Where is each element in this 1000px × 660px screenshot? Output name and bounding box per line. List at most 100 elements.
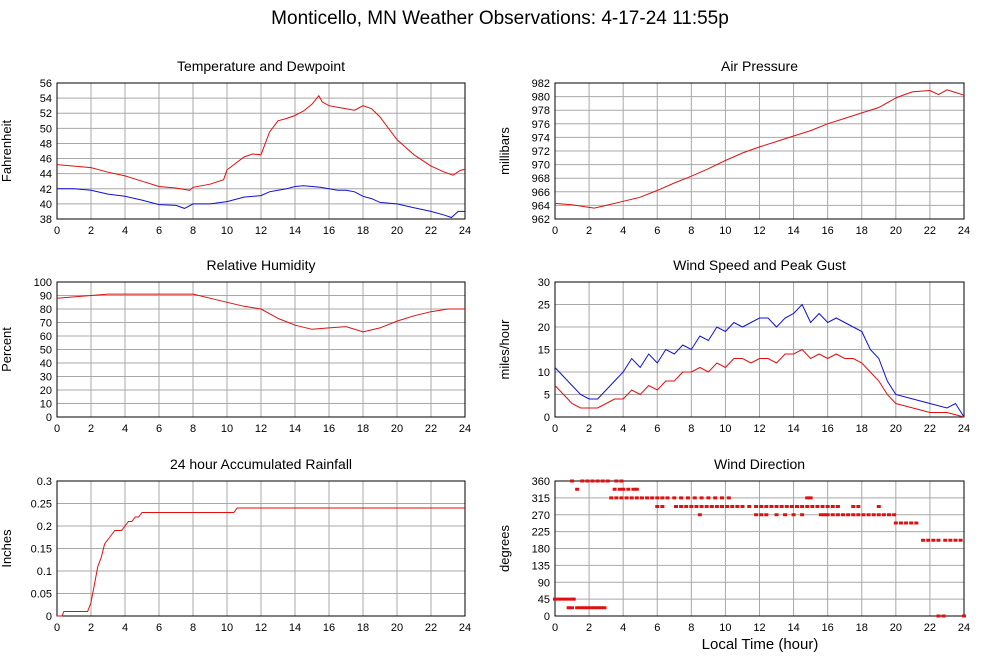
wind-direction-point bbox=[876, 513, 881, 517]
wind-direction-point bbox=[570, 479, 575, 483]
x-tick-label: 20 bbox=[890, 225, 902, 237]
y-tick-label: 48 bbox=[40, 138, 52, 150]
x-tick-label: 6 bbox=[156, 622, 162, 634]
x-tick-label: 18 bbox=[357, 225, 369, 237]
y-tick-label: 0.25 bbox=[31, 499, 52, 511]
y-tick-label: 20 bbox=[40, 385, 52, 397]
wind-direction-point bbox=[645, 496, 650, 500]
wind-direction-point bbox=[553, 597, 557, 601]
x-tick-label: 10 bbox=[221, 423, 233, 435]
y-tick-label: 46 bbox=[40, 154, 52, 166]
y-tick-label: 80 bbox=[40, 304, 52, 316]
y-tick-label: 966 bbox=[532, 187, 550, 199]
x-tick-label: 10 bbox=[719, 423, 731, 435]
y-tick-label: 978 bbox=[532, 105, 550, 117]
wind-direction-point bbox=[581, 606, 586, 610]
wind-direction-point bbox=[904, 521, 909, 525]
wind-direction-point bbox=[892, 513, 897, 517]
wind-direction-point bbox=[851, 505, 856, 508]
y-tick-label: 90 bbox=[538, 577, 550, 589]
x-tick-label: 2 bbox=[88, 423, 94, 435]
wind-direction-point bbox=[559, 597, 564, 601]
wind-direction-point bbox=[830, 505, 835, 508]
x-tick-label: 4 bbox=[620, 622, 626, 634]
wind-direction-point bbox=[784, 505, 789, 508]
wind-direction-point bbox=[634, 496, 639, 500]
y-tick-label: 100 bbox=[34, 277, 52, 289]
y-tick-label: 15 bbox=[538, 345, 550, 357]
y-tick-label: 40 bbox=[40, 358, 52, 370]
x-tick-label: 18 bbox=[856, 225, 868, 237]
y-tick-label: 360 bbox=[532, 476, 550, 488]
wind-direction-point bbox=[631, 487, 636, 491]
plot-frame bbox=[56, 281, 466, 418]
wind-direction-point bbox=[941, 614, 946, 618]
series-line-red bbox=[554, 348, 965, 418]
wind-direction-point bbox=[805, 496, 810, 500]
series-line-red bbox=[56, 293, 465, 333]
wind-direction-point bbox=[585, 479, 590, 483]
wind-direction-point bbox=[958, 538, 963, 542]
wind-direction-point bbox=[779, 505, 784, 508]
x-tick-label: 18 bbox=[856, 423, 868, 435]
x-tick-label: 2 bbox=[88, 225, 94, 237]
wind-direction-point bbox=[810, 505, 815, 508]
plot-frame bbox=[554, 281, 965, 418]
x-tick-label: 6 bbox=[654, 225, 660, 237]
y-tick-label: 964 bbox=[532, 200, 550, 212]
wind-direction-point bbox=[726, 496, 731, 500]
wind-direction-point bbox=[841, 513, 846, 517]
x-tick-label: 8 bbox=[688, 622, 694, 634]
x-tick-label: 16 bbox=[323, 423, 335, 435]
y-tick-label: 315 bbox=[532, 493, 550, 505]
x-tick-label: 16 bbox=[323, 622, 335, 634]
wind-direction-point bbox=[725, 505, 730, 508]
chart-title: Wind Speed and Peak Gust bbox=[673, 257, 846, 273]
y-tick-label: 44 bbox=[40, 169, 52, 181]
plot-frame bbox=[56, 480, 466, 617]
wind-direction-point bbox=[948, 538, 953, 542]
y-axis-label: millibars bbox=[497, 127, 512, 175]
y-tick-label: 45 bbox=[538, 594, 550, 606]
wind-direction-point bbox=[629, 496, 634, 500]
wind-direction-point bbox=[563, 597, 568, 601]
x-tick-label: 10 bbox=[221, 622, 233, 634]
y-axis-label: miles/hour bbox=[497, 319, 512, 380]
plot-frame bbox=[56, 82, 466, 220]
y-tick-label: 982 bbox=[532, 78, 550, 90]
wind-direction-point bbox=[609, 496, 614, 500]
x-tick-label: 22 bbox=[425, 622, 437, 634]
y-tick-label: 50 bbox=[40, 123, 52, 135]
x-tick-label: 10 bbox=[221, 225, 233, 237]
y-tick-label: 54 bbox=[40, 93, 52, 105]
wind-direction-point bbox=[846, 513, 851, 517]
wind-direction-point bbox=[876, 505, 881, 508]
wind-direction-point bbox=[595, 479, 600, 483]
wind-direction-point bbox=[614, 496, 619, 500]
x-tick-label: 6 bbox=[156, 423, 162, 435]
x-tick-label: 8 bbox=[688, 423, 694, 435]
x-tick-label: 14 bbox=[787, 423, 799, 435]
x-tick-label: 4 bbox=[620, 225, 626, 237]
plot-frame bbox=[554, 82, 965, 220]
wind-direction-point bbox=[789, 505, 794, 508]
wind-direction-point bbox=[665, 496, 670, 500]
wind-direction-point bbox=[595, 606, 600, 610]
wind-direction-point bbox=[909, 521, 914, 525]
x-tick-label: 20 bbox=[890, 423, 902, 435]
x-tick-label: 22 bbox=[924, 225, 936, 237]
wind-direction-point bbox=[617, 487, 622, 491]
wind-direction-point bbox=[783, 513, 788, 517]
x-tick-label: 10 bbox=[719, 622, 731, 634]
x-tick-label: 14 bbox=[289, 622, 301, 634]
x-tick-label: 2 bbox=[586, 423, 592, 435]
wind-direction-point bbox=[614, 479, 619, 483]
wind-direction-point bbox=[720, 496, 725, 500]
wind-direction-point bbox=[673, 505, 678, 508]
wind-direction-point bbox=[861, 513, 866, 517]
wind-direction-point bbox=[914, 521, 919, 525]
y-tick-label: 38 bbox=[40, 214, 52, 226]
wind-direction-point bbox=[962, 614, 966, 618]
chart-title: Relative Humidity bbox=[207, 257, 316, 273]
